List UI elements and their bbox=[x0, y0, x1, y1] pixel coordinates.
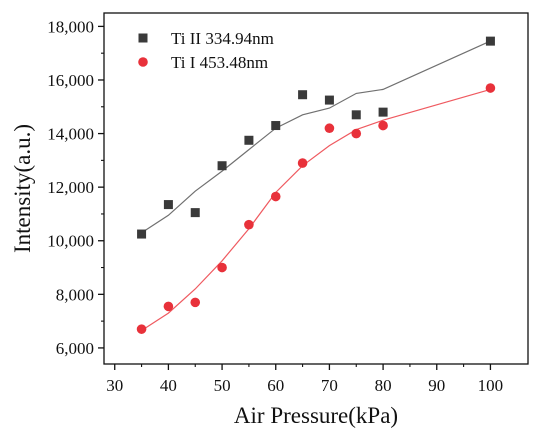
data-point-circle bbox=[485, 83, 496, 93]
axis-ticks bbox=[98, 25, 492, 370]
y-tick-label: 12,000 bbox=[47, 178, 94, 197]
data-point-square bbox=[298, 90, 308, 100]
x-tick-label: 60 bbox=[267, 376, 284, 395]
x-tick-label: 100 bbox=[478, 376, 504, 395]
data-point-circle bbox=[270, 191, 281, 202]
data-point-square bbox=[137, 229, 147, 239]
data-point-circle bbox=[324, 123, 335, 134]
plot-frame bbox=[103, 12, 529, 365]
data-point-circle bbox=[217, 262, 227, 273]
x-tick-label: 80 bbox=[375, 376, 392, 395]
legend: Ti II 334.94nm Ti I 453.48nm bbox=[138, 29, 274, 72]
x-tick-label: 40 bbox=[160, 376, 177, 395]
x-tick-label: 90 bbox=[428, 376, 445, 395]
data-point-square bbox=[217, 161, 227, 171]
legend-label-ti-i: Ti I 453.48nm bbox=[171, 53, 268, 72]
data-point-square bbox=[163, 200, 173, 210]
data-point-square bbox=[244, 135, 254, 145]
tick-labels: 30 40 50 60 70 80 90 100 6,000 8,000 10,000 12,000 1… bbox=[47, 17, 503, 395]
x-tick-label: 30 bbox=[106, 376, 123, 395]
data-point-circle bbox=[136, 324, 147, 334]
legend-marker-square bbox=[138, 33, 148, 43]
y-tick-label: 6,000 bbox=[56, 339, 94, 358]
data-point-square bbox=[190, 208, 200, 218]
x-tick-label: 70 bbox=[321, 376, 338, 395]
y-tick-label: 8,000 bbox=[56, 285, 94, 304]
x-tick-label: 50 bbox=[214, 376, 231, 395]
data-point-square bbox=[485, 36, 495, 46]
data-point-circle bbox=[297, 158, 308, 168]
fit-lines bbox=[141, 40, 491, 332]
y-axis-title: Intensity(a.u.) bbox=[10, 124, 35, 253]
data-point-square bbox=[378, 107, 388, 117]
legend-marker-circle bbox=[138, 57, 148, 67]
data-point-square bbox=[271, 121, 281, 131]
y-tick-label: 10,000 bbox=[47, 232, 94, 251]
data-point-circle bbox=[244, 219, 254, 230]
x-axis-title: Air Pressure(kPa) bbox=[234, 403, 398, 428]
y-tick-label: 18,000 bbox=[47, 17, 94, 36]
data-point-circle bbox=[378, 120, 388, 131]
data-point-circle bbox=[351, 128, 362, 139]
legend-label-ti-ii: Ti II 334.94nm bbox=[171, 29, 274, 48]
data-points bbox=[136, 36, 496, 334]
data-point-square bbox=[324, 95, 334, 105]
data-point-circle bbox=[190, 297, 201, 308]
y-tick-label: 14,000 bbox=[47, 125, 94, 144]
data-point-circle bbox=[163, 301, 174, 312]
y-tick-label: 16,000 bbox=[47, 71, 94, 90]
data-point-square bbox=[351, 110, 361, 120]
